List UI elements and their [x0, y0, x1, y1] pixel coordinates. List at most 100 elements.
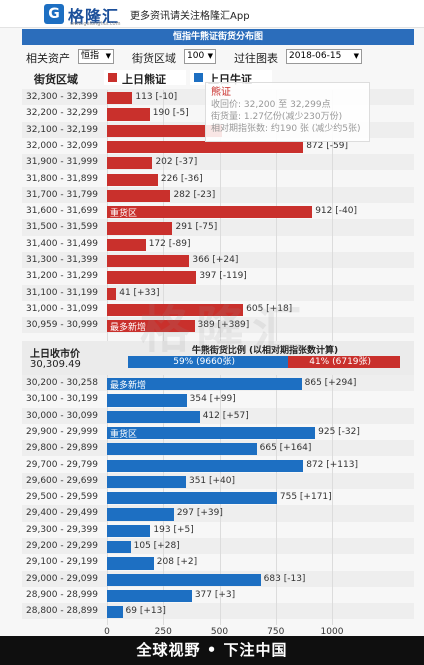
bear-bar-value-label: 113 [-10] [135, 92, 178, 102]
bull-bar[interactable] [107, 557, 154, 570]
history-date-select[interactable]: 2018-06-15 ▼ [286, 49, 362, 64]
bull-bar[interactable] [107, 378, 302, 391]
bull-bar[interactable] [107, 573, 261, 586]
bull-bar[interactable] [107, 541, 131, 554]
range-label: 街货区域 [132, 52, 176, 65]
bull-bar[interactable] [107, 589, 192, 603]
bull-bar-value-label: 377 [+3] [194, 589, 236, 600]
bear-bar[interactable] [107, 92, 133, 105]
bull-bar-value-label: 872 [+113] [306, 459, 358, 470]
bull-bar-tag: 最多新增 [110, 381, 147, 391]
bull-bar[interactable] [107, 524, 151, 537]
chart-tooltip: 熊证 收回价: 32,200 至 32,299点 街货量: 1.27亿份(减少2… [205, 82, 370, 142]
bear-bar[interactable] [107, 271, 197, 284]
bear-bar-value-label: 912 [-40] [315, 206, 357, 217]
bull-range-label: 29,800 - 29,899 [26, 443, 98, 454]
bear-bar[interactable] [107, 287, 117, 300]
bull-bar-value-label: 865 [+294] [304, 378, 357, 388]
bull-range-label: 29,700 - 29,799 [26, 459, 98, 470]
bull-bar[interactable] [107, 475, 186, 489]
filter-row: 相关资产 恒指 ▼ 街货区域 100 ▼ 过往图表 2018-06-15 ▼ [22, 48, 414, 66]
ratio-bull-text: 59% (9660张) [173, 357, 236, 367]
bear-range-label: 31,800 - 31,899 [26, 173, 98, 184]
bull-range-label: 29,200 - 29,299 [26, 541, 98, 551]
bull-range-label: 29,400 - 29,499 [26, 508, 98, 519]
bull-bar[interactable] [107, 508, 174, 521]
bull-bar-value-label: 665 [+164] [259, 443, 312, 454]
bear-bar[interactable] [107, 303, 244, 317]
bear-range-label: 31,700 - 31,799 [26, 189, 98, 200]
bear-bar[interactable] [107, 157, 153, 170]
bear-range-label: 31,200 - 31,299 [26, 271, 98, 282]
bear-range-label: 32,000 - 32,099 [26, 140, 98, 151]
tooltip-line-2: 街货量: 1.27亿份(减少230万份) [211, 112, 343, 122]
x-tick-label: 750 [267, 627, 285, 637]
bull-range-label: 29,000 - 29,099 [26, 573, 98, 584]
bull-bar[interactable] [107, 443, 257, 456]
bull-bar[interactable] [107, 394, 187, 407]
bear-bar[interactable] [107, 140, 304, 154]
bear-range-label: 31,000 - 31,099 [26, 303, 98, 314]
bull-bar[interactable] [107, 459, 304, 472]
bear-range-label: 32,100 - 32,199 [26, 124, 98, 135]
x-tick-label: 250 [154, 627, 172, 637]
history-date-value: 2018-06-15 [289, 51, 342, 61]
bull-bar[interactable] [107, 492, 277, 505]
x-tick-label: 500 [210, 627, 229, 637]
bear-bar-value-label: 226 [-36] [160, 173, 203, 184]
asset-select[interactable]: 恒指 ▼ [78, 49, 114, 64]
bull-bar-value-label: 351 [+40] [188, 475, 236, 486]
chevron-down-icon: ▼ [353, 52, 359, 60]
logo-icon: G [44, 4, 64, 24]
bear-bar[interactable] [107, 255, 190, 268]
bull-bar-value-label: 683 [-13] [263, 573, 306, 584]
bear-range-label: 31,100 - 31,199 [26, 287, 98, 298]
bear-range-label: 31,300 - 31,399 [26, 255, 98, 265]
app-url: www.gelonghui.com [70, 21, 121, 27]
bull-range-label: 29,100 - 29,199 [26, 557, 98, 568]
bear-range-label: 31,500 - 31,599 [26, 222, 98, 233]
bear-bar[interactable] [107, 108, 150, 121]
bear-bar-value-label: 872 [-59] [306, 140, 348, 151]
bull-bar-value-label: 354 [+99] [189, 394, 236, 405]
bull-bar[interactable] [107, 606, 123, 619]
range-select-value: 100 [187, 51, 205, 61]
asset-label: 相关资产 [26, 52, 70, 65]
bear-bar-value-label: 605 [+18] [246, 303, 293, 314]
history-label: 过往图表 [234, 52, 278, 65]
app-name: 格隆汇 [68, 7, 120, 26]
chevron-down-icon: ▼ [207, 52, 213, 60]
bear-bar[interactable] [107, 173, 158, 186]
bear-bar-tag: 重货区 [110, 209, 138, 220]
bull-bar-value-label: 105 [+28] [133, 541, 180, 551]
bull-range-label: 30,000 - 30,099 [26, 410, 98, 421]
chart-title: 恒指牛熊证街货分布图 [22, 29, 414, 45]
ratio-bull-segment: 59% (9660张) [128, 356, 289, 368]
bull-range-label: 28,800 - 28,899 [26, 606, 98, 617]
close-price-label: 上日收市价 [30, 349, 80, 360]
bear-bar[interactable] [107, 222, 173, 235]
bear-bar-value-label: 41 [+33] [119, 287, 160, 298]
row-band [22, 284, 414, 301]
bear-bar[interactable] [107, 206, 313, 219]
ratio-bear-text: 41% (6719张) [309, 357, 372, 367]
range-column-header: 街货区域 [34, 73, 78, 86]
bear-bar[interactable] [107, 320, 195, 333]
bear-swatch-icon [108, 73, 117, 82]
bear-bar[interactable] [107, 124, 222, 137]
legend-bear[interactable]: 上日熊证 [104, 70, 186, 86]
bull-bar-value-label: 925 [-32] [318, 426, 360, 437]
bear-bar-value-label: 202 [-37] [155, 157, 198, 168]
bull-bar[interactable] [107, 410, 200, 423]
bull-range-label: 29,900 - 29,999 [26, 426, 98, 437]
bear-range-label: 31,600 - 31,699 [26, 206, 98, 217]
bull-bar-value-label: 412 [+57] [202, 410, 249, 421]
bull-range-label: 29,600 - 29,699 [26, 475, 98, 486]
bull-bar-value-label: 193 [+5] [153, 524, 194, 535]
range-select[interactable]: 100 ▼ [184, 49, 216, 64]
bear-bar-tag: 最多新增 [110, 323, 147, 334]
bear-bar[interactable] [107, 238, 146, 251]
bull-bar[interactable] [107, 426, 316, 440]
bear-bar[interactable] [107, 189, 171, 203]
